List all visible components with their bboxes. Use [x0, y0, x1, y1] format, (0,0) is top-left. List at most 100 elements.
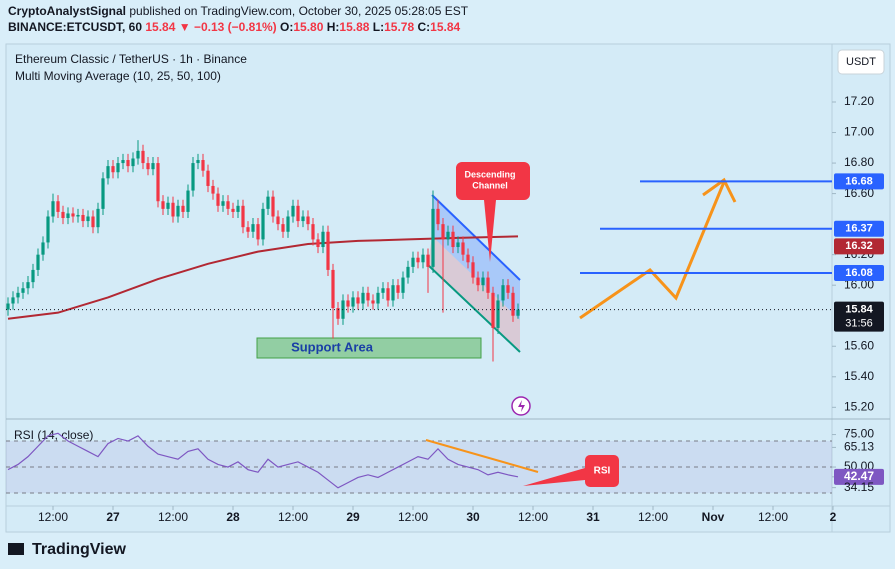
- candle-body: [146, 163, 150, 170]
- level-badge: [834, 173, 884, 190]
- y-tick-label: 75.00: [844, 427, 874, 441]
- candle-body: [426, 254, 430, 267]
- candle-body: [66, 213, 70, 219]
- x-tick-label: Nov: [702, 510, 725, 524]
- quote-line: BINANCE:ETCUSDT, 60 15.84 ▼ −0.13 (−0.81…: [8, 19, 468, 35]
- candle-body: [226, 201, 230, 209]
- candle-body: [201, 160, 205, 171]
- candle-body: [316, 239, 320, 248]
- channel-callout: [456, 162, 530, 262]
- ohlc-key: H:: [326, 20, 340, 34]
- candle-body: [391, 285, 395, 301]
- candle-body: [16, 292, 20, 298]
- currency-button[interactable]: [837, 49, 885, 75]
- change: ▼ −0.13 (−0.81%): [178, 20, 277, 34]
- candle-body: [26, 282, 30, 289]
- candle-body: [216, 193, 220, 206]
- candle-body: [71, 213, 75, 217]
- candle-body: [311, 224, 315, 240]
- chart-title: Ethereum Classic / TetherUS · 1h · Binan…: [15, 52, 247, 66]
- candle-body: [286, 216, 290, 232]
- header: CryptoAnalystSignal published on Trading…: [8, 3, 468, 35]
- x-tick-label: 12:00: [518, 510, 548, 524]
- candle-body: [141, 150, 145, 164]
- candle-body: [126, 160, 130, 167]
- candle-body: [396, 285, 400, 293]
- y-tick-label: 15.20: [844, 399, 874, 413]
- rsi-divergence: [425, 439, 539, 473]
- candle-body: [381, 288, 385, 293]
- level-badge-label: 16.08: [845, 267, 873, 279]
- x-tick-label: 29: [346, 510, 360, 524]
- candle-body: [176, 205, 180, 217]
- candle-body: [76, 214, 80, 217]
- candle-body: [186, 190, 190, 212]
- candle-body: [11, 297, 15, 304]
- y-tick-label: 17.20: [844, 94, 874, 108]
- rsi-callout-text: RSI: [594, 466, 611, 477]
- level-badge-label: 16.68: [845, 175, 873, 187]
- event-bolt: [518, 400, 525, 412]
- moving-average: [7, 235, 519, 320]
- candle-body: [491, 292, 495, 328]
- ma-badge-label: 16.32: [845, 240, 873, 252]
- candle-body: [281, 224, 285, 232]
- ohlc: O:15.80 H:15.88 L:15.78 C:15.84: [280, 20, 460, 34]
- candle-body: [336, 308, 340, 319]
- x-tick-label: 12:00: [758, 510, 788, 524]
- y-tick-label: 16.80: [844, 155, 874, 169]
- candle-body: [451, 231, 455, 248]
- candle-body: [306, 216, 310, 225]
- candle-body: [496, 300, 500, 328]
- candle-body: [321, 231, 325, 248]
- x-tick-label: 12:00: [38, 510, 68, 524]
- candle-body: [386, 288, 390, 301]
- candle-body: [211, 185, 215, 194]
- level-badge: [834, 264, 884, 281]
- candle-body: [61, 211, 65, 219]
- candle-body: [56, 201, 60, 212]
- rsi-title: RSI (14, close): [14, 428, 93, 442]
- candle-body: [21, 288, 25, 293]
- ohlc-key: L:: [372, 20, 385, 34]
- candle-body: [36, 254, 40, 270]
- candle-body: [181, 205, 185, 212]
- candle-body: [51, 201, 55, 217]
- candle-body: [411, 257, 415, 267]
- publish-line: CryptoAnalystSignal published on Trading…: [8, 3, 468, 19]
- candle-body: [441, 224, 445, 240]
- published: published on TradingView.com, October 30…: [129, 4, 469, 18]
- candle-body: [401, 277, 405, 293]
- candle-body: [431, 208, 435, 267]
- currency-label[interactable]: USDT: [846, 56, 876, 68]
- candle-body: [351, 297, 355, 307]
- candle-body: [111, 166, 115, 173]
- candle-body: [331, 269, 335, 309]
- ohlc-value: 15.84: [430, 20, 461, 34]
- x-tick-label: 27: [106, 510, 120, 524]
- candle-body: [196, 160, 200, 164]
- x-tick-label: 12:00: [638, 510, 668, 524]
- candle-body: [236, 205, 240, 212]
- x-tick-label: 30: [466, 510, 480, 524]
- candle-body: [96, 208, 100, 228]
- last-price-badge: [834, 301, 884, 332]
- candle-body: [151, 163, 155, 170]
- y-tick-label: 65.13: [844, 440, 874, 454]
- y-tick-label: 34.15: [844, 480, 874, 494]
- candle-body: [161, 201, 165, 209]
- ohlc-key: O:: [280, 20, 294, 34]
- candle-body: [6, 303, 10, 310]
- chart-subtitle: Multi Moving Average (10, 25, 50, 100): [15, 69, 221, 83]
- candles: [6, 140, 520, 362]
- rsi-callout: [523, 455, 619, 487]
- ohlc-value: 15.88: [339, 20, 370, 34]
- candle-body: [271, 196, 275, 217]
- channel-upper: [432, 195, 520, 320]
- candle-body: [116, 163, 120, 173]
- y-tick-label: 15.40: [844, 369, 874, 383]
- candle-body: [106, 166, 110, 179]
- candle-body: [471, 262, 475, 278]
